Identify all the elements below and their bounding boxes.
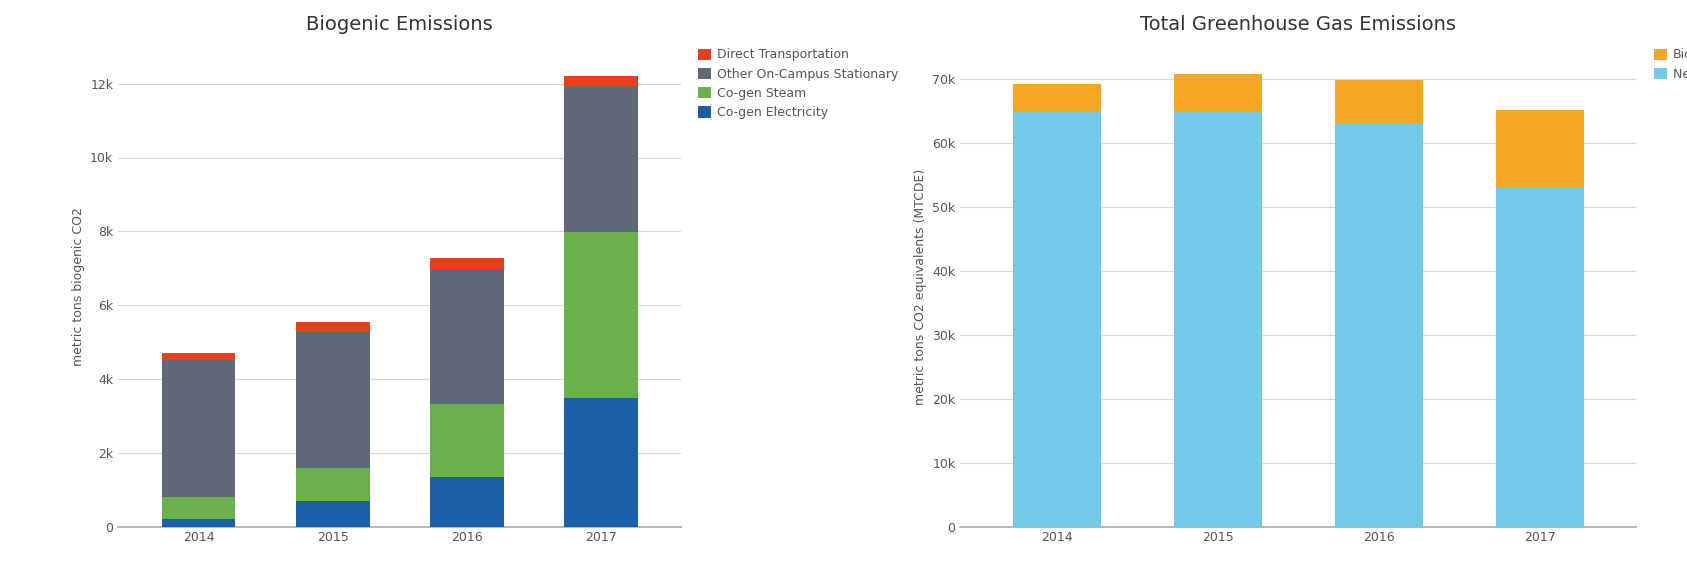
Bar — [563, 398, 638, 526]
Bar — [1496, 110, 1584, 188]
Bar — [162, 519, 236, 526]
Bar — [295, 501, 369, 526]
Y-axis label: metric tons CO2 equivalents (MTCDE): metric tons CO2 equivalents (MTCDE) — [914, 168, 926, 405]
Bar — [1334, 123, 1424, 526]
Bar — [563, 232, 638, 398]
Bar — [162, 497, 236, 519]
Bar — [1012, 111, 1102, 526]
Bar — [162, 360, 236, 497]
Legend: Direct Transportation, Other On-Campus Stationary, Co-gen Steam, Co-gen Electric: Direct Transportation, Other On-Campus S… — [693, 43, 904, 124]
Bar — [1012, 84, 1102, 111]
Title: Biogenic Emissions: Biogenic Emissions — [307, 15, 493, 34]
Title: Total Greenhouse Gas Emissions: Total Greenhouse Gas Emissions — [1140, 15, 1456, 34]
Bar — [295, 322, 369, 332]
Bar — [162, 353, 236, 360]
Bar — [295, 468, 369, 501]
Legend: Biogenic, Net MTCDE: Biogenic, Net MTCDE — [1650, 43, 1687, 86]
Bar — [430, 258, 504, 269]
Bar — [563, 76, 638, 86]
Bar — [1496, 188, 1584, 526]
Bar — [1174, 111, 1262, 526]
Bar — [563, 86, 638, 232]
Bar — [1174, 74, 1262, 111]
Bar — [430, 404, 504, 477]
Bar — [295, 332, 369, 468]
Bar — [430, 477, 504, 526]
Y-axis label: metric tons biogenic CO2: metric tons biogenic CO2 — [71, 207, 84, 366]
Bar — [1334, 80, 1424, 123]
Bar — [430, 269, 504, 404]
